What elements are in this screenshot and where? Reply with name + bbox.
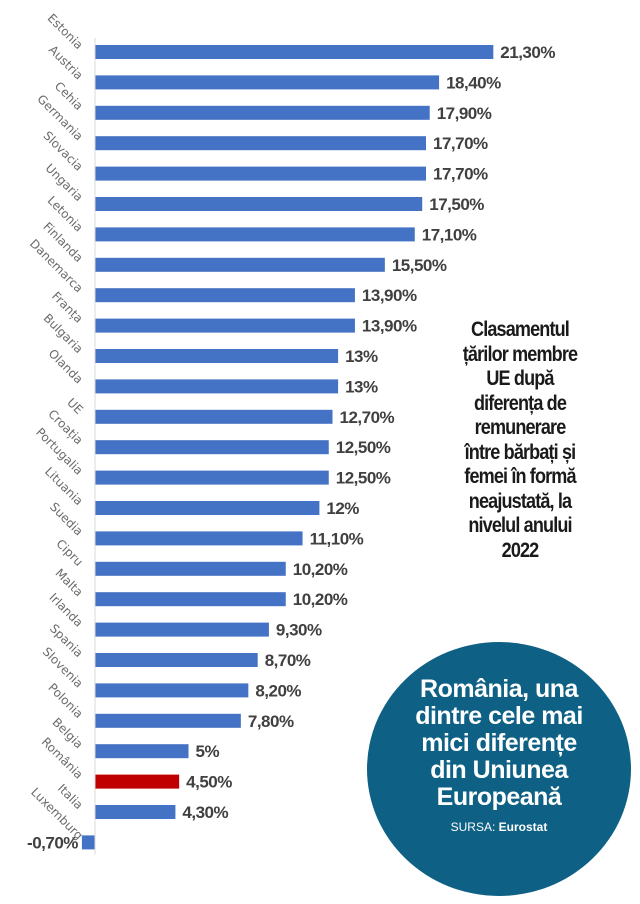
bar-românia — [95, 774, 180, 789]
headline-line: dintre cele mai — [415, 702, 583, 730]
bar-ue — [95, 409, 333, 424]
bar-bulgaria — [95, 349, 339, 363]
bar-franța — [95, 318, 355, 333]
value-label: 5% — [196, 742, 220, 761]
value-label: 21,30% — [500, 43, 555, 62]
value-label: 12,70% — [339, 408, 394, 427]
title-line: neajustată, la — [468, 489, 572, 513]
value-label: 9,30% — [276, 621, 322, 640]
bar-malta — [95, 592, 286, 607]
title-line: femei în formă — [464, 465, 576, 488]
headline-text: România, una dintre cele mai mici diferenț… — [367, 676, 631, 811]
value-label: 17,90% — [437, 104, 492, 123]
bar-polonia — [95, 713, 241, 728]
value-label: 18,40% — [446, 73, 501, 92]
title-line: nivelul anului — [468, 514, 572, 537]
value-label: 4,50% — [186, 773, 232, 792]
title-line: Clasamentul — [471, 318, 570, 341]
headline-line: mici diferențe — [421, 729, 577, 757]
headline-line: din Uniunea — [430, 756, 568, 784]
category-label: Estonia — [45, 11, 86, 52]
value-label: 10,20% — [293, 560, 348, 579]
bar-cehia — [95, 105, 430, 120]
category-label: Irlanda — [46, 590, 85, 629]
category-label: Suedia — [47, 500, 86, 539]
source-credit: SURSA: Eurostat — [367, 820, 631, 834]
title-line: între bărbați și — [464, 440, 577, 464]
headline-circle — [367, 642, 631, 896]
bar-suedia — [95, 531, 303, 546]
bar-cipru — [95, 561, 286, 576]
value-label: 15,50% — [392, 256, 447, 275]
value-label: 13,90% — [362, 317, 417, 336]
value-label: 8,70% — [265, 651, 311, 670]
bar-finlanda — [95, 257, 385, 272]
value-label: 12,50% — [336, 438, 391, 457]
bar-spania — [95, 653, 258, 667]
bar-portugalia — [95, 470, 329, 485]
value-label: 17,70% — [433, 134, 488, 153]
bars-group — [81, 45, 494, 850]
value-label: 17,10% — [422, 225, 477, 244]
bar-germania — [95, 136, 426, 151]
bar-slovacia — [95, 166, 426, 181]
value-label: 8,20% — [255, 681, 301, 700]
bar-luxemburg — [81, 835, 95, 850]
value-label: 11,10% — [310, 529, 364, 548]
value-label: 17,50% — [429, 195, 484, 214]
source-label: SURSA: — [450, 820, 496, 834]
bar-slovenia — [95, 683, 249, 698]
bar-danemarca — [95, 288, 355, 303]
category-labels: EstoniaAustriaCehiaGermaniaSlovaciaUngar… — [27, 11, 86, 843]
source-name: Eurostat — [498, 820, 548, 834]
value-label: 12% — [326, 499, 359, 518]
value-label: 4,30% — [182, 803, 228, 822]
title-line: UE după — [486, 367, 554, 390]
title-line: țărilor membre — [462, 342, 578, 366]
title-line: 2022 — [501, 538, 540, 562]
category-label: Cipru — [53, 536, 85, 568]
value-label: 13% — [345, 347, 378, 366]
bar-letonia — [95, 227, 415, 242]
value-label: 13% — [345, 377, 378, 396]
headline-line: România, una — [420, 675, 578, 703]
value-label: 10,20% — [293, 590, 348, 609]
value-label: 7,80% — [248, 712, 294, 731]
bar-austria — [95, 75, 440, 90]
value-label: -0,70% — [27, 833, 78, 852]
chart-title: Clasamentul țărilor membre UE după diferenț… — [417, 318, 623, 563]
headline-line: Europeană — [436, 783, 562, 811]
category-label: Austria — [46, 43, 86, 83]
bar-lituania — [95, 501, 320, 515]
title-line: remunerare — [474, 416, 567, 439]
bar-italia — [95, 805, 176, 819]
bar-ungaria — [95, 197, 423, 211]
bar-croația — [95, 440, 329, 455]
value-label: 12,50% — [336, 469, 391, 488]
bar-belgia — [95, 744, 189, 759]
bar-estonia — [95, 45, 494, 59]
bar-irlanda — [95, 622, 269, 637]
title-line: diferența de — [473, 391, 567, 415]
value-label: 17,70% — [433, 165, 488, 184]
category-label: Olanda — [46, 346, 86, 386]
value-label: 13,90% — [362, 286, 417, 305]
value-labels: 21,30% 18,40% 17,90% 17,70% 17,70% 17,50% 17,1… — [27, 43, 556, 852]
category-label: UE — [64, 395, 85, 416]
bar-olanda — [95, 379, 339, 394]
